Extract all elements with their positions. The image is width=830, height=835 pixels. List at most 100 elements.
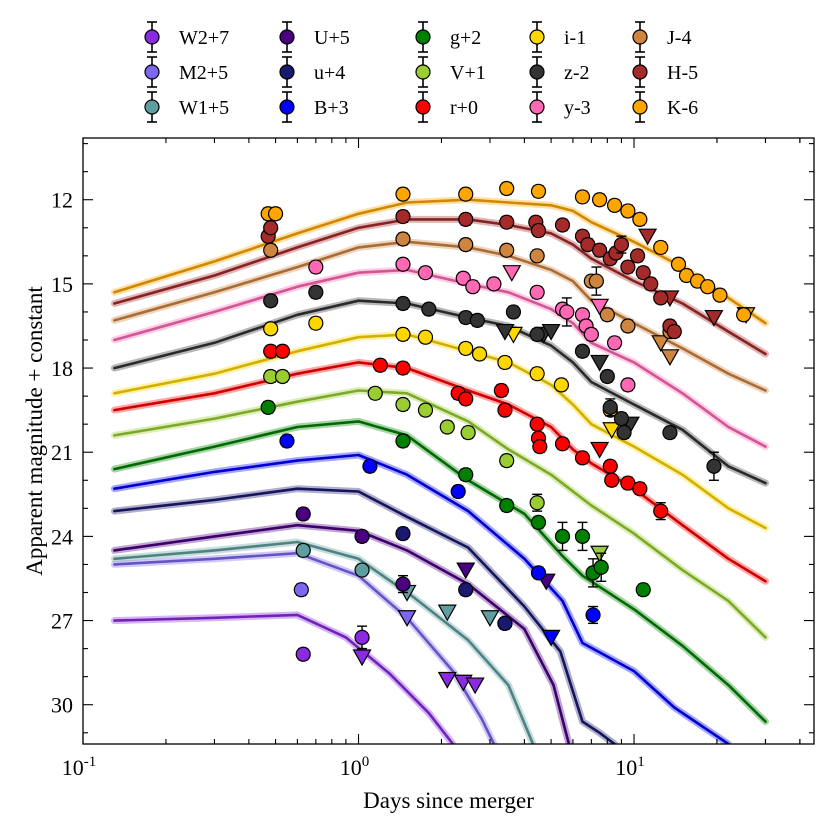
legend-marker <box>144 29 160 45</box>
legend-marker <box>144 99 160 115</box>
legend-entry-ym3: y-3 <box>529 91 591 123</box>
legend-marker <box>529 64 545 80</box>
data-point-zm2 <box>574 343 591 359</box>
data-point-km6 <box>592 192 608 208</box>
data-point-km6 <box>606 197 623 213</box>
legend-label: i-1 <box>564 27 586 49</box>
data-point-gp2 <box>593 559 609 575</box>
legend-marker <box>632 99 648 115</box>
data-point-ym3 <box>465 279 481 295</box>
upper-limit-w2p7 <box>437 671 457 689</box>
model-line-ym3 <box>113 268 767 448</box>
data-point-hm5 <box>613 237 630 253</box>
data-point-jm4 <box>529 248 545 264</box>
data-point-hm5 <box>620 259 636 275</box>
data-point-jm4 <box>458 237 474 253</box>
data-point-vp1 <box>499 453 515 469</box>
upper-limit-up5 <box>456 562 476 580</box>
data-point-rp0 <box>458 391 474 407</box>
legend-entry-up5: U+5 <box>279 21 350 53</box>
upper-limit-w1p5 <box>437 604 457 622</box>
upper-limit-ym3 <box>590 298 610 316</box>
model-band-w2p7 <box>110 611 457 744</box>
legend-entry-gp2: g+2 <box>415 21 481 53</box>
data-point-rp0 <box>602 458 618 474</box>
data-point-gp2 <box>260 399 276 415</box>
data-point-ym3 <box>583 326 599 342</box>
data-point-ym3 <box>308 259 324 275</box>
upper-limit-jm4 <box>660 349 680 367</box>
data-point-hm5 <box>643 276 659 292</box>
legend-label: V+1 <box>450 62 486 84</box>
data-point-zm2 <box>263 293 279 309</box>
legend-marker <box>529 29 545 45</box>
data-point-hm5 <box>592 242 608 258</box>
legend-label: g+2 <box>450 27 481 49</box>
data-point-im1 <box>263 321 279 337</box>
upper-limit-zm2 <box>541 323 561 341</box>
legend-marker <box>415 29 431 45</box>
data-point-gp2 <box>574 528 591 544</box>
data-point-km6 <box>653 239 669 256</box>
y-tick-label: 30 <box>51 693 73 718</box>
data-point-im1 <box>395 326 411 342</box>
x-tick-label: 100 <box>340 754 370 780</box>
data-point-hm5 <box>395 208 411 225</box>
data-point-up4 <box>395 525 411 542</box>
legend-entry-w2p7: W2+7 <box>144 21 229 53</box>
data-points <box>260 180 752 662</box>
legend-label: W1+5 <box>179 97 229 119</box>
data-point-up5 <box>395 576 411 592</box>
data-point-bp3 <box>530 565 547 581</box>
legend-marker <box>415 64 431 80</box>
upper-limit-m2p5 <box>397 610 417 627</box>
data-point-zm2 <box>505 304 522 320</box>
model-line-hm5 <box>113 218 767 356</box>
data-point-km6 <box>574 189 591 205</box>
data-point-km6 <box>395 186 411 202</box>
data-point-km6 <box>458 186 474 202</box>
legend-entry-vp1: V+1 <box>415 56 486 88</box>
model-curves <box>110 196 769 744</box>
data-point-vp1 <box>460 424 476 441</box>
data-point-hm5 <box>499 214 515 230</box>
data-point-up4 <box>497 615 513 631</box>
data-point-rp0 <box>604 472 620 488</box>
legend-marker <box>279 99 295 115</box>
upper-limit-w1p5 <box>480 610 500 627</box>
data-point-jm4 <box>395 231 411 247</box>
data-point-bp3 <box>450 483 466 500</box>
data-point-zm2 <box>599 368 615 385</box>
data-point-im1 <box>471 346 488 362</box>
legend-marker <box>279 64 295 80</box>
data-point-hm5 <box>530 222 547 239</box>
axes: 10-1 100 101 12 15 18 21 24 27 30 Days since merge… <box>22 137 815 813</box>
legend-label: B+3 <box>314 97 349 119</box>
data-point-vp1 <box>274 368 291 385</box>
data-point-w1p5 <box>295 542 311 559</box>
legend-entry-rp0: r+0 <box>415 91 478 123</box>
legend-entry-im1: i-1 <box>529 21 586 53</box>
data-point-zm2 <box>662 424 678 441</box>
data-point-rp0 <box>493 382 509 399</box>
data-point-w2p7 <box>295 646 311 662</box>
y-tick-label: 18 <box>51 356 73 381</box>
data-point-km6 <box>632 211 648 227</box>
legend-marker <box>529 99 545 115</box>
data-point-km6 <box>700 279 716 295</box>
data-point-rp0 <box>497 402 513 418</box>
data-point-gp2 <box>635 582 651 598</box>
data-point-hm5 <box>635 265 651 281</box>
legend: W2+7 M2+5 W1+5 U+5 u+4 B+3 g+2 V+1 r+0 i-1 z-2 y-3 J… <box>144 21 698 123</box>
plot-frame <box>82 137 815 745</box>
legend-entry-km6: K-6 <box>632 91 698 123</box>
upper-limit-w2p7 <box>352 649 372 667</box>
data-point-gp2 <box>458 467 474 483</box>
data-point-km6 <box>736 307 752 323</box>
data-point-km6 <box>267 206 284 222</box>
legend-label: U+5 <box>314 27 350 49</box>
data-point-zm2 <box>706 458 722 474</box>
upper-limit-bp3 <box>541 629 561 647</box>
data-point-ym3 <box>395 256 411 272</box>
